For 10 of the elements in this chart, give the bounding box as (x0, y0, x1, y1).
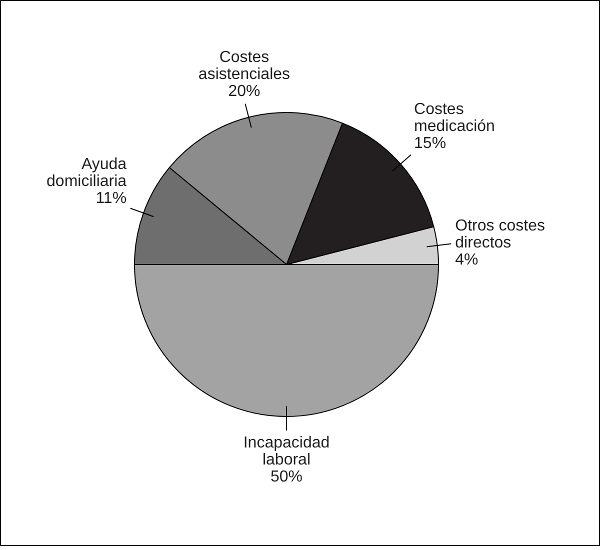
slice-label: Otros costes directos (455, 218, 545, 252)
data-label: 15% (414, 135, 446, 152)
data-label: 50% (270, 468, 303, 486)
slice-label: Incapacidad laboral (243, 434, 330, 468)
slice-label: Costes medicación (414, 101, 495, 136)
slice-label: Costes asistenciales (198, 48, 290, 83)
data-label: 20% (228, 82, 260, 100)
data-label: 4% (455, 252, 478, 269)
data-label: 11% (96, 190, 127, 207)
slice-label: Ayuda domiciliaria (46, 156, 127, 190)
